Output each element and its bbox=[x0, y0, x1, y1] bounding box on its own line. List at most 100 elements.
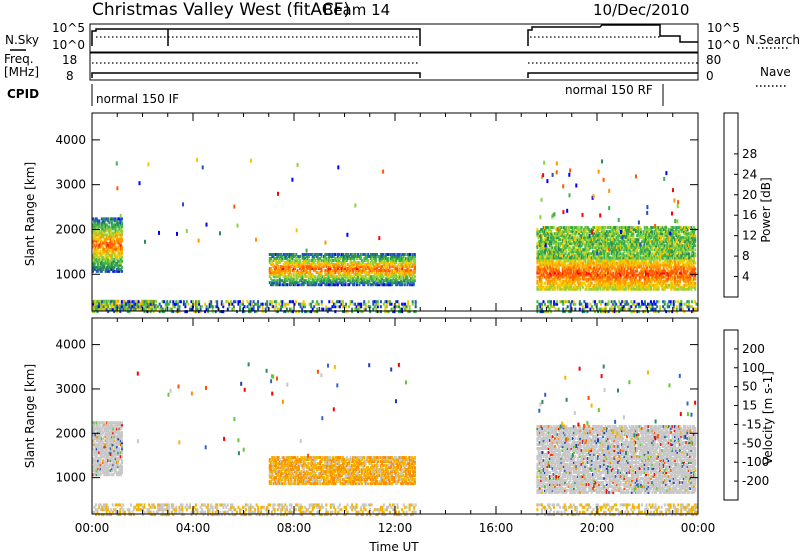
data-cell bbox=[103, 231, 106, 235]
data-cell bbox=[615, 254, 618, 258]
data-cell bbox=[352, 257, 355, 260]
data-cell bbox=[641, 273, 644, 277]
data-cell bbox=[584, 263, 587, 267]
data-cell bbox=[684, 271, 687, 275]
data-cell bbox=[566, 228, 569, 232]
data-cell bbox=[579, 246, 582, 250]
data-cell bbox=[99, 305, 102, 309]
data-cell bbox=[595, 267, 598, 271]
data-cell bbox=[675, 254, 678, 258]
data-cell bbox=[116, 255, 118, 259]
data-cell bbox=[119, 259, 122, 263]
data-cell bbox=[647, 269, 650, 273]
data-cell bbox=[141, 299, 144, 303]
data-cell bbox=[300, 279, 303, 283]
data-cell bbox=[610, 277, 613, 281]
data-cell bbox=[662, 269, 665, 273]
data-cell bbox=[112, 231, 115, 235]
data-cell bbox=[570, 242, 573, 246]
data-cell bbox=[364, 269, 367, 273]
data-cell bbox=[104, 223, 107, 227]
data-cell bbox=[406, 265, 409, 269]
data-cell bbox=[343, 275, 346, 279]
data-cell bbox=[98, 255, 101, 259]
data-cell bbox=[546, 250, 549, 254]
data-cell bbox=[632, 271, 635, 275]
data-cell bbox=[576, 279, 579, 283]
data-cell bbox=[656, 263, 659, 267]
data-cell bbox=[290, 273, 293, 277]
data-cell bbox=[102, 227, 105, 231]
data-cell bbox=[619, 285, 622, 289]
data-cell bbox=[122, 303, 125, 307]
data-cell bbox=[336, 265, 339, 269]
data-cell bbox=[580, 252, 583, 256]
data-cell bbox=[364, 281, 367, 285]
data-cell bbox=[396, 271, 399, 275]
data-cell bbox=[580, 254, 583, 258]
data-cell bbox=[677, 261, 680, 265]
data-cell bbox=[570, 287, 573, 291]
data-cell bbox=[541, 246, 544, 250]
data-cell bbox=[594, 287, 597, 291]
data-cell bbox=[549, 254, 551, 258]
data-cell bbox=[333, 275, 336, 279]
data-cell bbox=[371, 259, 373, 262]
data-cell bbox=[405, 277, 408, 281]
data-cell bbox=[614, 267, 617, 271]
data-cell bbox=[556, 256, 559, 260]
data-cell bbox=[328, 283, 331, 287]
data-cell bbox=[580, 234, 583, 238]
data-cell bbox=[584, 283, 587, 287]
data-cell bbox=[129, 307, 132, 311]
data-cell bbox=[560, 283, 563, 287]
data-cell bbox=[634, 244, 637, 248]
data-cell bbox=[578, 275, 581, 279]
data-cell bbox=[97, 257, 99, 261]
data-cell bbox=[547, 248, 550, 252]
data-cell bbox=[665, 248, 668, 252]
data-cell bbox=[670, 265, 673, 269]
data-cell bbox=[675, 279, 678, 283]
data-cell bbox=[388, 277, 391, 281]
data-cell bbox=[557, 256, 560, 260]
data-cell bbox=[114, 217, 117, 221]
data-cell bbox=[559, 242, 562, 246]
data-cell bbox=[653, 261, 656, 265]
data-cell bbox=[691, 230, 694, 234]
data-cell bbox=[629, 287, 632, 291]
data-cell bbox=[603, 234, 606, 238]
data-cell bbox=[662, 240, 665, 244]
data-cell bbox=[605, 263, 608, 267]
data-cell bbox=[667, 240, 670, 244]
data-cell bbox=[355, 277, 358, 281]
data-cell bbox=[672, 279, 675, 283]
data-cell bbox=[592, 285, 594, 289]
data-cell bbox=[627, 281, 630, 285]
data-cell bbox=[560, 281, 563, 285]
data-cell bbox=[598, 242, 601, 246]
data-cell bbox=[554, 267, 557, 271]
data-cell bbox=[588, 228, 591, 232]
data-cell bbox=[682, 285, 685, 289]
data-cell bbox=[270, 277, 272, 281]
data-cell bbox=[617, 271, 620, 275]
data-cell bbox=[109, 265, 112, 269]
data-cell bbox=[117, 253, 120, 257]
data-cell bbox=[287, 269, 290, 273]
data-cell bbox=[378, 273, 381, 277]
data-cell bbox=[579, 252, 582, 256]
data-cell bbox=[621, 269, 623, 273]
data-cell bbox=[621, 283, 623, 287]
data-cell bbox=[590, 242, 593, 246]
data-cell bbox=[686, 228, 689, 232]
data-cell bbox=[609, 285, 612, 289]
data-cell bbox=[374, 283, 377, 287]
data-cell bbox=[117, 245, 120, 249]
data-cell bbox=[119, 229, 122, 233]
data-cell bbox=[275, 271, 278, 275]
data-cell bbox=[323, 279, 325, 283]
data-cell bbox=[338, 263, 341, 267]
data-cell bbox=[684, 236, 687, 240]
data-cell bbox=[546, 261, 549, 265]
